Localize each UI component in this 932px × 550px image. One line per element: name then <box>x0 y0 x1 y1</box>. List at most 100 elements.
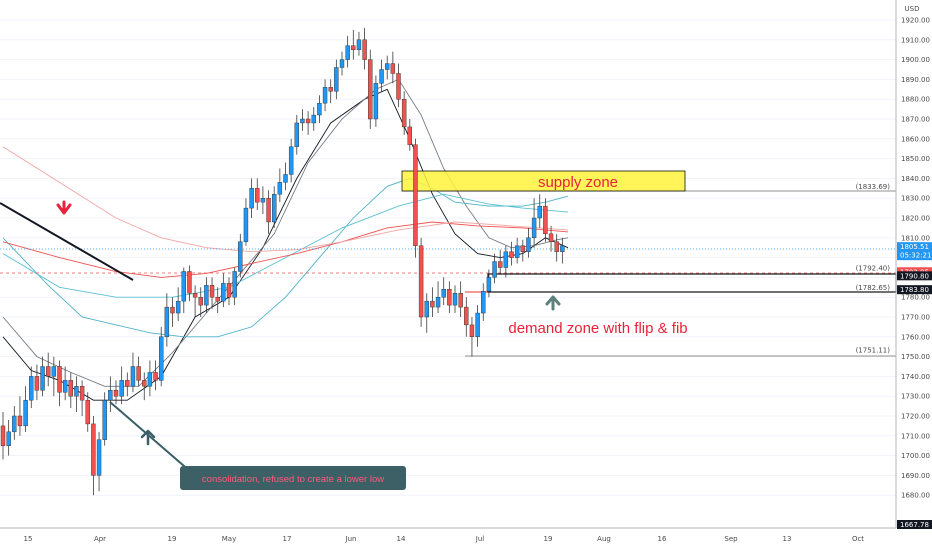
candle-21 <box>119 366 124 405</box>
x-tick-label: 19 <box>544 535 553 543</box>
x-tick-label: Sep <box>724 535 738 543</box>
y-tick-label: 1730.00 <box>901 393 930 401</box>
x-tick-label: Aug <box>597 535 611 543</box>
currency-label: USD <box>905 5 920 13</box>
candle-4 <box>23 386 28 432</box>
candle-70 <box>396 63 401 108</box>
x-tick-label: Jun <box>345 535 357 543</box>
svg-text:1805.51: 1805.51 <box>900 243 929 251</box>
candle-0 <box>0 412 6 460</box>
x-tick-label: Apr <box>94 535 106 543</box>
price-tag: 1790.80 <box>897 271 932 281</box>
candle-76 <box>430 287 435 317</box>
consolidation-callout-box[interactable] <box>180 466 406 490</box>
price-tag: 1667.78 <box>897 520 932 529</box>
candle-68 <box>385 55 390 80</box>
candle-95 <box>537 194 542 228</box>
candlesticks <box>0 27 565 496</box>
candle-2 <box>12 406 17 440</box>
candle-54 <box>305 111 311 135</box>
y-tick-label: 1740.00 <box>901 373 930 381</box>
candle-50 <box>283 162 288 191</box>
candle-96 <box>543 198 548 242</box>
candle-88 <box>498 249 503 274</box>
y-tick-label: 1720.00 <box>901 413 930 421</box>
candle-78 <box>441 277 446 306</box>
candle-86 <box>486 269 492 298</box>
x-tick-label: Jul <box>475 535 485 543</box>
candle-22 <box>125 372 130 397</box>
candle-40 <box>226 277 232 306</box>
candle-17 <box>96 431 102 492</box>
candle-73 <box>413 138 418 258</box>
trend-line[interactable] <box>0 202 134 281</box>
red-down-arrow-icon <box>56 200 72 215</box>
candle-13 <box>74 376 79 413</box>
y-tick-label: 1890.00 <box>901 76 930 84</box>
candle-72 <box>407 119 412 151</box>
candle-69 <box>390 51 396 84</box>
price-tag: 1783.80 <box>897 285 932 295</box>
candle-5 <box>29 366 34 409</box>
candle-66 <box>373 75 379 127</box>
candle-74 <box>418 237 424 327</box>
level-label: (1782.65) <box>856 284 891 292</box>
candle-53 <box>300 109 305 131</box>
supply-zone-label: supply zone <box>538 174 618 191</box>
candle-92 <box>520 239 525 262</box>
moving-averages <box>2 78 569 401</box>
candle-32 <box>181 267 187 314</box>
candle-11 <box>62 366 68 401</box>
candle-62 <box>351 29 356 60</box>
candle-1 <box>6 419 11 456</box>
moving-average-line-4 <box>2 221 569 278</box>
y-tick-label: 1820.00 <box>901 215 930 223</box>
up-arrow-icon <box>545 295 561 311</box>
candle-14 <box>79 380 85 416</box>
candle-98 <box>554 233 559 262</box>
candle-58 <box>328 79 333 104</box>
candle-29 <box>164 293 170 347</box>
candle-10 <box>57 360 62 407</box>
candle-87 <box>492 253 497 284</box>
time-axis[interactable]: 15 Apr 19 May 17 Jun 14 Jul 19 Aug 16 Sep 13 Oct <box>24 535 865 543</box>
y-tick-label: 1700.00 <box>901 452 930 460</box>
y-tick-label: 1880.00 <box>901 96 930 104</box>
candle-6 <box>34 364 40 401</box>
moving-average-line-3 <box>2 193 569 298</box>
candle-30 <box>170 297 175 327</box>
candle-51 <box>288 138 294 183</box>
candle-89 <box>503 245 509 278</box>
candle-33 <box>187 265 192 302</box>
x-tick-label: 17 <box>283 535 292 543</box>
supply-zone-box[interactable] <box>401 170 686 192</box>
candle-55 <box>311 107 316 131</box>
candle-35 <box>198 287 203 317</box>
callout-pointer <box>109 401 191 474</box>
candle-47 <box>266 190 271 234</box>
candle-9 <box>51 356 57 397</box>
drawings: consolidation, refused to create a lower… <box>0 174 688 490</box>
level-label: (1833.69) <box>856 183 891 191</box>
candle-8 <box>46 352 51 387</box>
zones <box>401 170 897 293</box>
demand-zone-box[interactable] <box>487 273 897 293</box>
teal-up-arrow-icon <box>140 429 156 446</box>
candle-37 <box>209 277 215 310</box>
y-tick-label: 1680.00 <box>901 492 930 500</box>
y-tick-label: 1830.00 <box>901 195 930 203</box>
moving-average-line-0 <box>2 88 569 401</box>
candle-18 <box>102 392 107 446</box>
candle-52 <box>294 115 299 155</box>
candle-27 <box>153 360 158 391</box>
chart-grid <box>0 19 896 496</box>
y-tick-label: 1780.00 <box>901 294 930 302</box>
moving-average-line-2 <box>2 177 569 338</box>
candle-83 <box>469 317 475 357</box>
x-tick-label: Oct <box>852 535 864 543</box>
y-tick-label: 1910.00 <box>901 36 930 44</box>
candle-75 <box>424 293 429 333</box>
candle-16 <box>91 416 96 496</box>
